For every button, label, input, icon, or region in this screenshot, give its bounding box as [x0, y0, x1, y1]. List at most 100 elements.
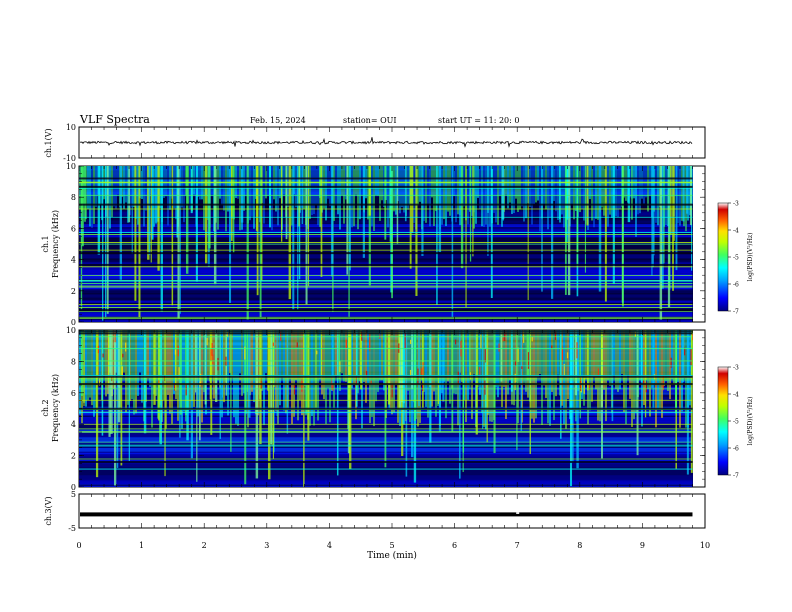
spectrogram-cell	[509, 330, 511, 380]
spectrogram-hotspot	[409, 369, 412, 377]
spectrogram-cell	[591, 166, 593, 221]
sferic-streak	[143, 330, 147, 434]
spectrogram-hotspot	[484, 348, 486, 363]
sferic-streak	[297, 166, 299, 310]
sferic-streak	[384, 166, 387, 240]
spectrogram-cell	[515, 330, 517, 383]
spectrogram-cell	[519, 330, 521, 384]
spectrogram-cell	[671, 330, 673, 380]
sferic-streak	[338, 330, 341, 379]
spectrogram-cell	[231, 330, 233, 378]
spectrogram-cell	[107, 330, 109, 394]
spectrogram-cell	[431, 330, 433, 407]
spectrogram-cell	[539, 166, 541, 232]
spectrogram-cell	[211, 166, 213, 195]
sferic-streak	[469, 166, 472, 262]
sferic-streak	[631, 166, 633, 220]
low-frequency-band	[79, 279, 693, 282]
sferic-streak	[348, 330, 350, 401]
spectrogram-cell	[391, 330, 393, 415]
spectrogram-hotspot	[185, 384, 187, 396]
spectrogram-cell	[359, 166, 361, 220]
spectrogram-hotspot	[517, 347, 519, 362]
sferic-streak	[105, 166, 107, 318]
spectrogram-hotspot	[480, 334, 482, 348]
spectrogram-cell	[441, 330, 443, 394]
sferic-streak	[502, 166, 505, 221]
spectrogram-cell	[585, 330, 587, 380]
spectrogram-cell	[217, 166, 219, 230]
spectrogram-cell	[203, 166, 205, 231]
sferic-streak	[652, 330, 655, 411]
x-tick-label: 9	[640, 541, 645, 550]
spectrogram-cell	[367, 330, 369, 384]
sferic-streak	[208, 166, 211, 249]
spectrogram-cell	[493, 166, 495, 213]
spectrogram-cell	[677, 330, 679, 383]
spectrogram-cell	[589, 330, 591, 411]
spectrogram-cell	[225, 166, 227, 232]
spectrogram-cell	[555, 330, 557, 397]
spectrogram-cell	[611, 166, 613, 218]
spectrogram-gap	[79, 407, 693, 410]
sferic-streak	[472, 166, 474, 257]
spectrogram-cell	[427, 166, 429, 204]
spectrogram-band	[79, 260, 693, 263]
sferic-streak	[438, 330, 441, 433]
spectrogram-cell	[507, 330, 509, 395]
x-tick-label: 0	[76, 541, 81, 550]
sferic-streak	[346, 166, 349, 275]
spectrogram-cell	[513, 166, 515, 214]
x-tick-label: 4	[327, 541, 332, 550]
spectrogram-cell	[517, 166, 519, 212]
spectrogram-cell	[335, 166, 337, 205]
sferic-streak	[437, 330, 440, 405]
spectrogram-cell	[453, 330, 455, 394]
spectrogram-cell	[665, 330, 667, 382]
spectrogram-cell	[141, 330, 143, 403]
ch1-spectrogram-xticks	[78, 166, 706, 322]
sferic-streak	[113, 330, 117, 486]
spectrogram-cell	[323, 330, 325, 400]
spectrogram-band	[79, 267, 693, 272]
spectrogram-hotspot	[583, 377, 585, 394]
sferic-streak	[436, 166, 438, 305]
sferic-streak	[362, 166, 365, 258]
spectrogram-hotspot	[563, 363, 565, 376]
spectrogram-hotspot	[690, 348, 692, 366]
spectrogram-hotspot	[122, 353, 124, 358]
colorbar-tick-label: -6	[733, 282, 739, 289]
spectrogram-cell	[635, 330, 637, 414]
sferic-streak	[286, 330, 289, 434]
sferic-streak	[600, 330, 603, 459]
y-tick-label: 2	[71, 452, 76, 461]
spectrogram-hotspot	[421, 382, 424, 391]
spectrogram-cell	[233, 330, 235, 418]
spectrogram-hotspot	[98, 378, 101, 386]
spectrogram-hotspot	[210, 348, 212, 361]
x-tick-label: 10	[700, 541, 710, 550]
sferic-streak	[83, 330, 85, 406]
spectrogram-cell	[593, 330, 595, 378]
spectrogram-cell	[497, 330, 499, 398]
sferic-streak	[150, 166, 152, 263]
spectrogram-cell	[609, 330, 611, 386]
colorbar-tick-label: -7	[733, 309, 739, 316]
spectrogram-cell	[281, 330, 283, 378]
colorbar-tick-label: -7	[733, 473, 739, 480]
spectrogram-hotspot	[514, 360, 517, 366]
sferic-streak	[690, 330, 693, 473]
spectrogram-cell	[131, 330, 133, 400]
spectrogram-cell	[453, 166, 455, 196]
spectrogram-cell	[561, 166, 563, 215]
sferic-streak	[319, 166, 322, 227]
low-frequency-band	[79, 444, 693, 447]
spectrogram-band	[79, 298, 693, 300]
spectrogram-hotspot	[217, 357, 219, 371]
sferic-streak	[644, 330, 647, 418]
sferic-streak	[559, 166, 561, 220]
spectrogram-band	[79, 475, 693, 480]
sferic-streak	[97, 166, 101, 255]
sferic-streak	[221, 330, 223, 398]
spectrogram-cell	[183, 166, 185, 223]
